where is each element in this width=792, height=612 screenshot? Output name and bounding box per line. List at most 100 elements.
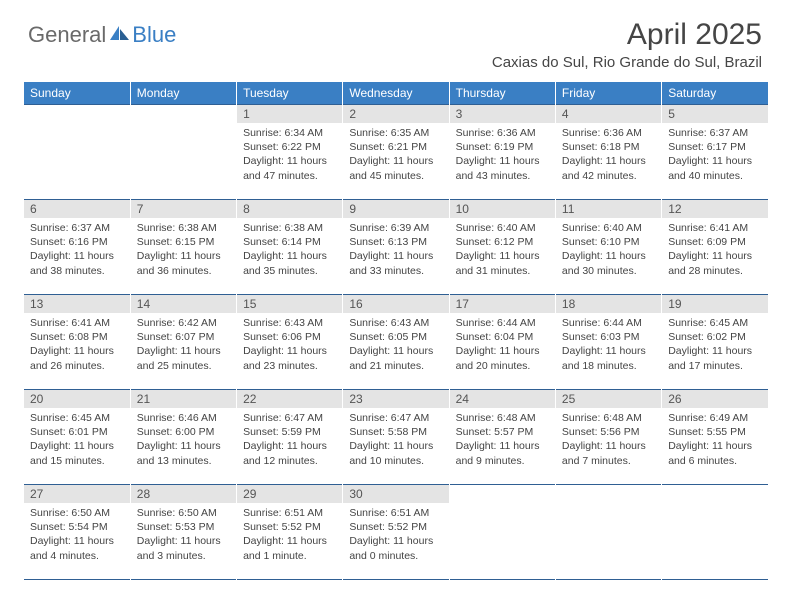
day-cell: 10Sunrise: 6:40 AMSunset: 6:12 PMDayligh… (449, 200, 555, 295)
month-title: April 2025 (492, 18, 762, 52)
day-cell: 24Sunrise: 6:48 AMSunset: 5:57 PMDayligh… (449, 390, 555, 485)
day-details: Sunrise: 6:37 AMSunset: 6:16 PMDaylight:… (24, 218, 130, 284)
day-details: Sunrise: 6:39 AMSunset: 6:13 PMDaylight:… (343, 218, 448, 284)
day-cell: 17Sunrise: 6:44 AMSunset: 6:04 PMDayligh… (449, 295, 555, 390)
day-number: 20 (24, 390, 130, 408)
day-cell: 11Sunrise: 6:40 AMSunset: 6:10 PMDayligh… (555, 200, 661, 295)
day-cell: 28Sunrise: 6:50 AMSunset: 5:53 PMDayligh… (130, 485, 236, 580)
day-number: 1 (237, 105, 342, 123)
day-cell: 14Sunrise: 6:42 AMSunset: 6:07 PMDayligh… (130, 295, 236, 390)
day-details: Sunrise: 6:36 AMSunset: 6:19 PMDaylight:… (450, 123, 555, 189)
day-number: 24 (450, 390, 555, 408)
day-header: Monday (130, 82, 236, 105)
day-number: 14 (131, 295, 236, 313)
day-details: Sunrise: 6:38 AMSunset: 6:15 PMDaylight:… (131, 218, 236, 284)
day-number: 26 (662, 390, 768, 408)
day-cell: 18Sunrise: 6:44 AMSunset: 6:03 PMDayligh… (555, 295, 661, 390)
day-details: Sunrise: 6:47 AMSunset: 5:59 PMDaylight:… (237, 408, 342, 474)
day-header-row: SundayMondayTuesdayWednesdayThursdayFrid… (24, 82, 768, 105)
day-number: 2 (343, 105, 448, 123)
day-cell: 1Sunrise: 6:34 AMSunset: 6:22 PMDaylight… (237, 105, 343, 200)
week-row: 13Sunrise: 6:41 AMSunset: 6:08 PMDayligh… (24, 295, 768, 390)
day-number: 27 (24, 485, 130, 503)
day-details: Sunrise: 6:35 AMSunset: 6:21 PMDaylight:… (343, 123, 448, 189)
day-number: 15 (237, 295, 342, 313)
day-details: Sunrise: 6:44 AMSunset: 6:04 PMDaylight:… (450, 313, 555, 379)
day-cell: 29Sunrise: 6:51 AMSunset: 5:52 PMDayligh… (237, 485, 343, 580)
day-details: Sunrise: 6:37 AMSunset: 6:17 PMDaylight:… (662, 123, 768, 189)
day-header: Wednesday (343, 82, 449, 105)
day-number: 9 (343, 200, 448, 218)
empty-cell (24, 105, 130, 200)
day-details: Sunrise: 6:44 AMSunset: 6:03 PMDaylight:… (556, 313, 661, 379)
empty-cell (449, 485, 555, 580)
day-header: Friday (555, 82, 661, 105)
day-cell: 16Sunrise: 6:43 AMSunset: 6:05 PMDayligh… (343, 295, 449, 390)
day-details: Sunrise: 6:50 AMSunset: 5:54 PMDaylight:… (24, 503, 130, 569)
day-cell: 13Sunrise: 6:41 AMSunset: 6:08 PMDayligh… (24, 295, 130, 390)
day-details: Sunrise: 6:36 AMSunset: 6:18 PMDaylight:… (556, 123, 661, 189)
day-details: Sunrise: 6:34 AMSunset: 6:22 PMDaylight:… (237, 123, 342, 189)
day-cell: 20Sunrise: 6:45 AMSunset: 6:01 PMDayligh… (24, 390, 130, 485)
day-details: Sunrise: 6:45 AMSunset: 6:02 PMDaylight:… (662, 313, 768, 379)
day-number: 13 (24, 295, 130, 313)
day-details: Sunrise: 6:40 AMSunset: 6:12 PMDaylight:… (450, 218, 555, 284)
day-cell: 7Sunrise: 6:38 AMSunset: 6:15 PMDaylight… (130, 200, 236, 295)
day-header: Saturday (662, 82, 768, 105)
day-cell: 6Sunrise: 6:37 AMSunset: 6:16 PMDaylight… (24, 200, 130, 295)
day-number: 7 (131, 200, 236, 218)
day-number: 19 (662, 295, 768, 313)
calendar-table: SundayMondayTuesdayWednesdayThursdayFrid… (24, 82, 768, 580)
day-number: 16 (343, 295, 448, 313)
header-right: April 2025 Caxias do Sul, Rio Grande do … (492, 18, 762, 71)
day-number: 28 (131, 485, 236, 503)
day-cell: 23Sunrise: 6:47 AMSunset: 5:58 PMDayligh… (343, 390, 449, 485)
day-number: 18 (556, 295, 661, 313)
day-number: 10 (450, 200, 555, 218)
week-row: 27Sunrise: 6:50 AMSunset: 5:54 PMDayligh… (24, 485, 768, 580)
day-cell: 12Sunrise: 6:41 AMSunset: 6:09 PMDayligh… (662, 200, 768, 295)
day-details: Sunrise: 6:51 AMSunset: 5:52 PMDaylight:… (343, 503, 448, 569)
day-details: Sunrise: 6:46 AMSunset: 6:00 PMDaylight:… (131, 408, 236, 474)
empty-cell (662, 485, 768, 580)
empty-cell (555, 485, 661, 580)
day-details: Sunrise: 6:47 AMSunset: 5:58 PMDaylight:… (343, 408, 448, 474)
day-header: Thursday (449, 82, 555, 105)
day-details: Sunrise: 6:49 AMSunset: 5:55 PMDaylight:… (662, 408, 768, 474)
location: Caxias do Sul, Rio Grande do Sul, Brazil (492, 54, 762, 71)
day-header: Sunday (24, 82, 130, 105)
day-number: 6 (24, 200, 130, 218)
day-cell: 8Sunrise: 6:38 AMSunset: 6:14 PMDaylight… (237, 200, 343, 295)
day-details: Sunrise: 6:42 AMSunset: 6:07 PMDaylight:… (131, 313, 236, 379)
day-cell: 2Sunrise: 6:35 AMSunset: 6:21 PMDaylight… (343, 105, 449, 200)
week-row: 1Sunrise: 6:34 AMSunset: 6:22 PMDaylight… (24, 105, 768, 200)
day-number: 11 (556, 200, 661, 218)
day-details: Sunrise: 6:41 AMSunset: 6:08 PMDaylight:… (24, 313, 130, 379)
logo-text-blue: Blue (132, 22, 176, 48)
day-details: Sunrise: 6:41 AMSunset: 6:09 PMDaylight:… (662, 218, 768, 284)
day-cell: 9Sunrise: 6:39 AMSunset: 6:13 PMDaylight… (343, 200, 449, 295)
day-details: Sunrise: 6:45 AMSunset: 6:01 PMDaylight:… (24, 408, 130, 474)
day-header: Tuesday (237, 82, 343, 105)
day-details: Sunrise: 6:48 AMSunset: 5:57 PMDaylight:… (450, 408, 555, 474)
day-cell: 21Sunrise: 6:46 AMSunset: 6:00 PMDayligh… (130, 390, 236, 485)
day-number: 23 (343, 390, 448, 408)
day-details: Sunrise: 6:43 AMSunset: 6:05 PMDaylight:… (343, 313, 448, 379)
day-details: Sunrise: 6:43 AMSunset: 6:06 PMDaylight:… (237, 313, 342, 379)
day-cell: 5Sunrise: 6:37 AMSunset: 6:17 PMDaylight… (662, 105, 768, 200)
logo-sail-icon (109, 22, 131, 48)
day-cell: 27Sunrise: 6:50 AMSunset: 5:54 PMDayligh… (24, 485, 130, 580)
day-number: 8 (237, 200, 342, 218)
day-number: 25 (556, 390, 661, 408)
day-cell: 25Sunrise: 6:48 AMSunset: 5:56 PMDayligh… (555, 390, 661, 485)
day-number: 5 (662, 105, 768, 123)
day-cell: 30Sunrise: 6:51 AMSunset: 5:52 PMDayligh… (343, 485, 449, 580)
day-number: 12 (662, 200, 768, 218)
day-cell: 3Sunrise: 6:36 AMSunset: 6:19 PMDaylight… (449, 105, 555, 200)
day-details: Sunrise: 6:40 AMSunset: 6:10 PMDaylight:… (556, 218, 661, 284)
day-cell: 19Sunrise: 6:45 AMSunset: 6:02 PMDayligh… (662, 295, 768, 390)
day-number: 4 (556, 105, 661, 123)
logo-text-general: General (28, 22, 106, 48)
day-number: 22 (237, 390, 342, 408)
empty-cell (130, 105, 236, 200)
